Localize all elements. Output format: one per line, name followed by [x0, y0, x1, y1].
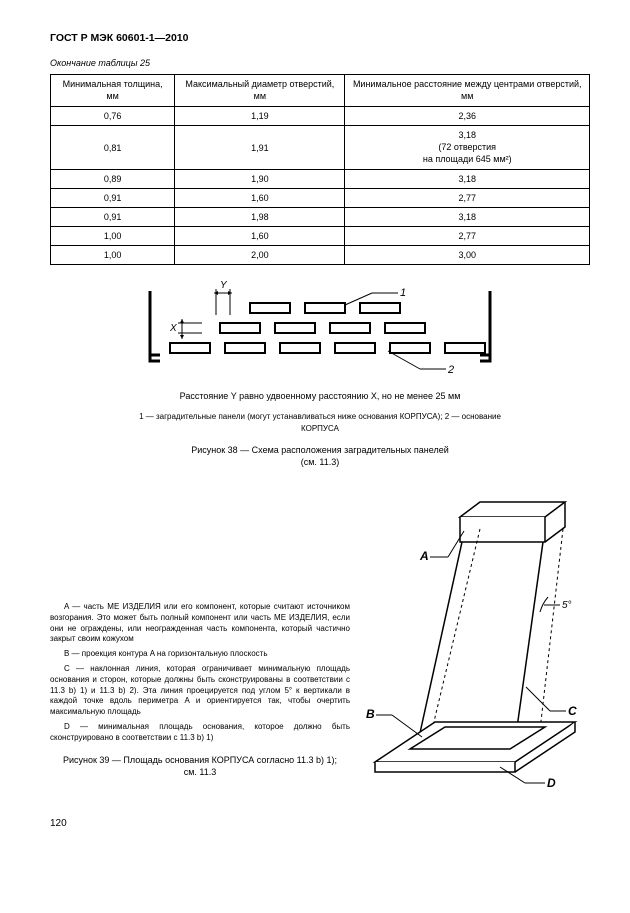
- table-cell: 3,18(72 отверстияна площади 645 мм²): [345, 126, 590, 170]
- table-cell: 0,91: [51, 208, 175, 227]
- table-cell: 3,18: [345, 170, 590, 189]
- document-header: ГОСТ Р МЭК 60601-1—2010: [50, 32, 590, 44]
- table-cell: 2,77: [345, 227, 590, 246]
- label-x: X: [169, 323, 177, 334]
- table-cell: 0,89: [51, 170, 175, 189]
- label-y: Y: [220, 281, 228, 291]
- legend-c: C — наклонная линия, которая ограничивае…: [50, 664, 350, 718]
- table-cell: 1,91: [175, 126, 345, 170]
- table-cell: 1,98: [175, 208, 345, 227]
- table-row: 0,81 1,91 3,18(72 отверстияна площади 64…: [51, 126, 590, 170]
- caption-text: см. 11.3: [184, 767, 217, 777]
- label-c: C: [568, 704, 577, 718]
- caption-text: Рисунок 39 — Площадь основания КОРПУСА с…: [63, 755, 337, 765]
- figure-39-caption: Рисунок 39 — Площадь основания КОРПУСА с…: [50, 754, 350, 779]
- table-row: 0,91 1,60 2,77: [51, 189, 590, 208]
- table-row: 0,91 1,98 3,18: [51, 208, 590, 227]
- table-row: 1,00 1,60 2,77: [51, 227, 590, 246]
- table-row: 0,76 1,19 2,36: [51, 107, 590, 126]
- table-cell: 1,00: [51, 246, 175, 265]
- table-cell: 1,00: [51, 227, 175, 246]
- col-header: Минимальная толщина, мм: [51, 75, 175, 107]
- table-cell: 0,91: [51, 189, 175, 208]
- figure-38-diagram: X Y 1 2: [120, 281, 520, 381]
- col-header: Минимальное расстояние между центрами от…: [345, 75, 590, 107]
- table-cell: 1,60: [175, 227, 345, 246]
- legend-d: D — минимальная площадь основания, котор…: [50, 722, 350, 744]
- table-cell: 1,60: [175, 189, 345, 208]
- figure-38-caption: Рисунок 38 — Схема расположения заградит…: [50, 444, 590, 469]
- figure-39-diagram: A B C D 5°: [350, 487, 585, 807]
- figure-38-legend: 1 — заградительные панели (могут устанав…: [130, 411, 510, 433]
- legend-b: B — проекция контура A на горизонтальную…: [50, 649, 350, 660]
- caption-text: (см. 11.3): [301, 457, 340, 467]
- caption-text: Рисунок 38 — Схема расположения заградит…: [191, 445, 449, 455]
- label-d: D: [547, 776, 556, 790]
- table-cell: 2,77: [345, 189, 590, 208]
- table-cell: 3,18: [345, 208, 590, 227]
- label-a: A: [419, 549, 429, 563]
- table-cell: 1,19: [175, 107, 345, 126]
- label-2: 2: [447, 364, 454, 376]
- table-header-row: Минимальная толщина, мм Максимальный диа…: [51, 75, 590, 107]
- table-cell: 2,00: [175, 246, 345, 265]
- table-caption: Окончание таблицы 25: [50, 58, 590, 68]
- table-cell: 0,76: [51, 107, 175, 126]
- table-cell: 1,90: [175, 170, 345, 189]
- label-1: 1: [400, 287, 406, 299]
- legend-a: A — часть МЕ ИЗДЕЛИЯ или его компонент, …: [50, 602, 350, 645]
- table-cell: 2,36: [345, 107, 590, 126]
- page-number: 120: [50, 818, 590, 829]
- figure-39-text: A — часть МЕ ИЗДЕЛИЯ или его компонент, …: [50, 487, 350, 779]
- table-row: 1,00 2,00 3,00: [51, 246, 590, 265]
- figure-38-note: Расстояние Y равно удвоенному расстоянию…: [50, 391, 590, 401]
- table-row: 0,89 1,90 3,18: [51, 170, 590, 189]
- data-table: Минимальная толщина, мм Максимальный диа…: [50, 74, 590, 265]
- table-cell: 0,81: [51, 126, 175, 170]
- label-5deg: 5°: [562, 600, 572, 611]
- col-header: Максимальный диаметр отверстий, мм: [175, 75, 345, 107]
- table-cell: 3,00: [345, 246, 590, 265]
- label-b: B: [366, 707, 375, 721]
